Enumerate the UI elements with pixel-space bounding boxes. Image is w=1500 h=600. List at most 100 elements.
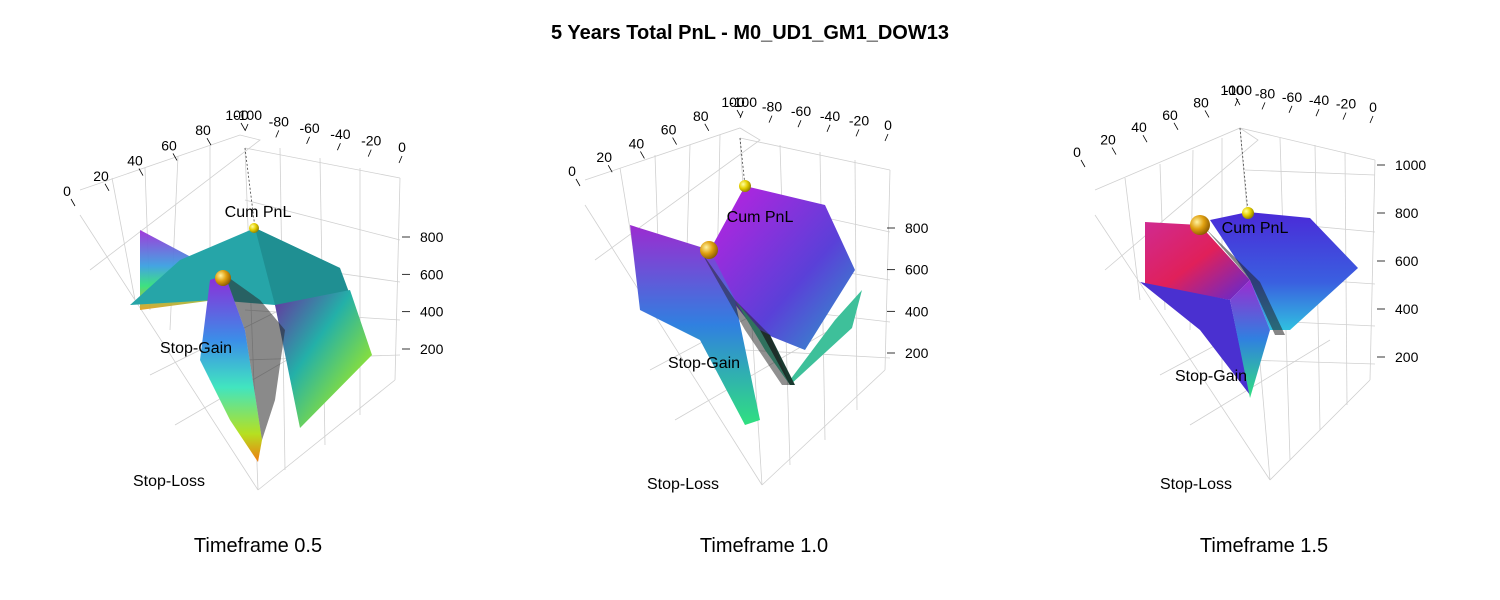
stop-gain-tick-mark [104,183,110,191]
panel-1-caption: Timeframe 0.5 [194,535,322,557]
stop-gain-tick-label: 80 [693,108,709,124]
stop-gain-tick-mark [70,198,76,207]
stop-loss-tick-mark [1234,98,1239,107]
panel-3-stop-gain-ticks: 0 20 40 60 80 100 [1073,82,1244,168]
stop-loss-tick-label: -80 [762,99,782,115]
stop-loss-tick-mark [1288,105,1293,113]
stop-gain-tick-label: 20 [596,149,612,165]
stop-gain-tick-label: 60 [661,122,677,138]
stop-gain-tick-mark [672,137,677,145]
panel-1-highlight-point [215,270,231,286]
z-tick-label: 1000 [1395,157,1426,173]
stop-loss-tick-label: -40 [820,108,840,124]
stop-loss-tick-mark [739,110,744,119]
panel-timeframe-1-0: 0 20 40 60 80 100 -100 -80 -60 -40 -20 0 200 400 600… [568,94,928,557]
stop-loss-tick-label: -60 [299,120,319,136]
stop-loss-tick-mark [398,155,403,164]
stop-loss-tick-mark [1261,102,1266,110]
z-tick-label: 200 [1395,349,1419,365]
stop-gain-tick-label: 0 [1073,144,1081,160]
panel-2-caption: Timeframe 1.0 [700,535,828,557]
stop-loss-tick-label: -20 [849,112,869,128]
stop-gain-tick-label: 60 [1162,107,1178,123]
stop-loss-tick-label: -20 [1336,96,1356,112]
panel-3-y-label: Stop-Loss [1160,476,1232,493]
chart-title: 5 Years Total PnL - M0_UD1_GM1_DOW13 [551,22,949,44]
stop-loss-tick-mark [768,115,773,123]
stop-gain-tick-mark [138,168,144,176]
stop-loss-tick-label: -100 [1224,82,1252,98]
stop-loss-tick-mark [855,129,860,137]
stop-gain-tick-mark [1142,135,1148,143]
stop-loss-tick-mark [275,130,280,138]
stop-loss-tick-label: -80 [1255,85,1275,101]
panel-1-surface [130,228,372,462]
stop-gain-tick-label: 40 [1131,119,1147,135]
panel-3-z-label: Cum PnL [1222,220,1289,237]
stop-loss-tick-mark [826,124,831,132]
stop-gain-tick-mark [640,151,645,159]
panel-1-drop-line [244,147,256,229]
panel-timeframe-1-5: 0 20 40 60 80 100 -100 -80 -60 -40 -20 0 200 400 600… [1073,82,1426,557]
stop-gain-tick-mark [1204,110,1210,118]
z-tick-label: 600 [1395,253,1419,269]
panel-2-highlight-point [700,241,718,259]
stop-loss-tick-mark [884,133,889,142]
stop-gain-tick-label: 40 [127,153,143,169]
z-tick-label: 800 [1395,205,1419,221]
panel-1-stop-gain-ticks: 0 20 40 60 80 100 [63,107,249,207]
stop-loss-tick-mark [797,120,802,128]
z-tick-label: 800 [420,229,444,245]
panel-1-stop-loss-ticks: -100 -80 -60 -40 -20 0 [234,107,406,164]
panel-timeframe-0-5: 0 20 40 60 80 100 -100 -80 -60 -40 -20 0 200 400 600… [63,107,443,557]
stop-loss-tick-label: -100 [234,107,262,123]
stop-gain-tick-mark [1111,147,1117,155]
stop-gain-tick-mark [1173,122,1179,130]
stop-gain-tick-mark [206,138,212,146]
stop-gain-tick-label: 0 [63,183,71,199]
stop-loss-tick-label: -40 [330,126,350,142]
stop-loss-tick-label: 0 [398,139,406,155]
stop-gain-tick-label: 100 [721,94,745,110]
stop-gain-tick-label: 100 [1220,82,1244,98]
panel-3-max-point [1242,207,1254,219]
stop-gain-tick-label: 80 [195,122,211,138]
stop-gain-tick-mark [704,123,710,131]
panel-3-surface [1140,212,1358,398]
panel-2-y-label: Stop-Loss [647,476,719,493]
stop-loss-tick-label: -20 [361,133,381,149]
panel-3-caption: Timeframe 1.5 [1200,535,1328,557]
panel-2-z-label: Cum PnL [727,209,794,226]
stop-gain-tick-label: 20 [93,168,109,184]
z-tick-label: 600 [420,266,444,282]
stop-loss-tick-label: -60 [791,103,811,119]
stop-loss-tick-mark [244,123,249,132]
panel-2-max-point [739,180,751,192]
stop-loss-tick-label: -100 [729,94,757,110]
stop-loss-tick-label: -60 [1282,89,1302,105]
panel-2-stop-gain-ticks: 0 20 40 60 80 100 [568,94,745,187]
stop-loss-tick-mark [1315,109,1320,117]
z-tick-label: 400 [905,303,929,319]
panel-1-x-label: Stop-Gain [160,340,232,357]
stop-gain-tick-mark [575,178,581,187]
stop-gain-tick-label: 0 [568,163,576,179]
stop-gain-tick-label: 20 [1100,132,1116,148]
panel-3-x-label: Stop-Gain [1175,368,1247,385]
panel-2-z-ticks: 200 400 600 800 [887,220,929,361]
z-tick-label: 200 [905,345,929,361]
stop-gain-tick-mark [736,109,742,118]
panel-1-y-label: Stop-Loss [133,473,205,490]
stop-loss-tick-mark [1342,112,1347,120]
stop-gain-tick-label: 80 [1193,94,1209,110]
panel-2-x-label: Stop-Gain [668,355,740,372]
panel-1-max-point [249,223,259,233]
stop-loss-tick-mark [367,149,372,157]
z-tick-label: 400 [1395,301,1419,317]
stop-loss-tick-label: 0 [884,117,892,133]
stop-loss-tick-mark [1369,115,1374,124]
panel-1-z-label: Cum PnL [225,204,292,221]
panel-1-z-ticks: 200 400 600 800 [402,229,444,357]
stop-gain-tick-mark [1235,97,1241,106]
